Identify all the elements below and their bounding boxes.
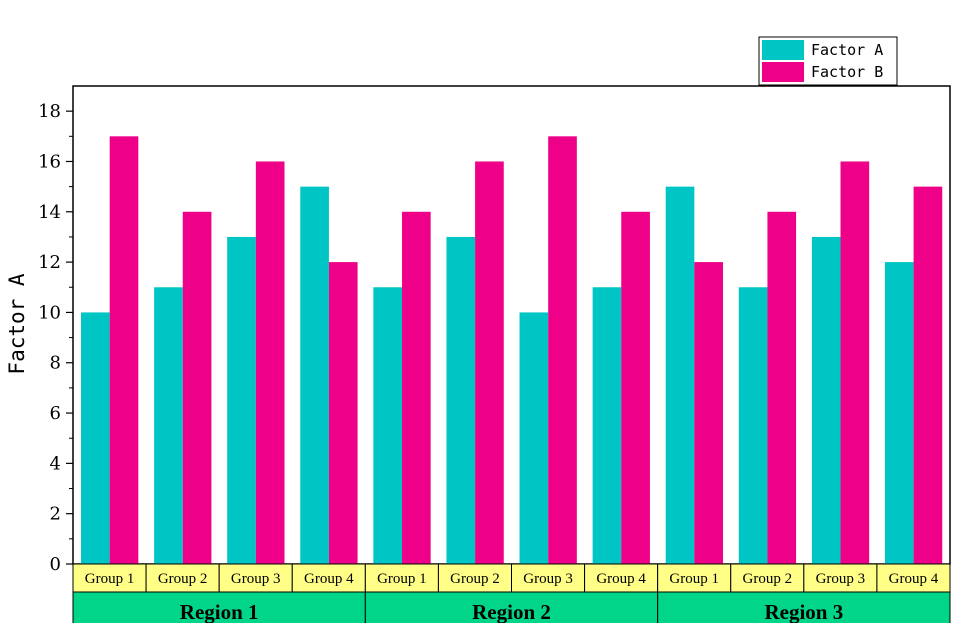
legend-entry: Factor A <box>811 41 883 59</box>
bar-factor-a-3 <box>227 236 256 564</box>
bar-factor-b-10 <box>767 211 797 564</box>
region-label: Region 3 <box>764 600 843 623</box>
category-axis: Group 1 Group 2 Group 3 Group 4 Region 1 Grou… <box>72 563 951 623</box>
y-tick-label: 2 <box>50 504 61 525</box>
y-tick-label: 14 <box>38 202 61 223</box>
group-label: Group 2 <box>158 571 208 587</box>
group-cell <box>657 563 732 593</box>
bar-factor-b-8 <box>621 211 650 564</box>
group-cell <box>511 563 586 593</box>
y-tick-label: 4 <box>50 453 61 474</box>
bar-factor-a-10 <box>738 287 768 564</box>
bar-factor-a-5 <box>373 287 403 564</box>
bar-factor-a-11 <box>811 236 841 564</box>
group-cell <box>730 563 805 593</box>
bars <box>81 136 943 564</box>
legend-swatch <box>762 40 804 60</box>
region-label: Region 1 <box>180 600 259 623</box>
y-tick-label: 12 <box>38 252 61 273</box>
bar-factor-b-3 <box>255 161 285 564</box>
group-label: Group 1 <box>669 571 719 587</box>
region-cell <box>72 591 366 623</box>
group-label: Group 4 <box>889 571 939 587</box>
bar-factor-b-1 <box>109 136 139 564</box>
group-label: Group 2 <box>743 571 793 587</box>
group-cell <box>803 563 878 593</box>
group-label: Group 3 <box>231 571 281 587</box>
bar-factor-b-5 <box>402 211 431 564</box>
bar-factor-a-6 <box>446 236 476 564</box>
y-axis: 0 2 4 6 8 10 12 14 16 18 <box>38 101 73 575</box>
legend-swatch <box>762 62 804 82</box>
group-label: Group 3 <box>523 571 573 587</box>
bar-factor-a-7 <box>519 312 549 564</box>
bar-factor-a-8 <box>592 287 622 564</box>
y-tick-label: 8 <box>50 353 61 374</box>
group-label: Group 4 <box>304 571 354 587</box>
legend-entry: Factor B <box>811 63 883 81</box>
bar-factor-a-4 <box>300 186 329 564</box>
bar-factor-a-1 <box>81 312 110 564</box>
bar-factor-b-12 <box>913 186 943 564</box>
bar-factor-b-2 <box>182 211 212 564</box>
region-label: Region 2 <box>472 600 551 623</box>
y-tick-label: 10 <box>38 302 61 323</box>
group-label: Group 1 <box>85 571 135 587</box>
bar-factor-b-9 <box>694 262 724 564</box>
bar-factor-b-4 <box>328 262 358 564</box>
group-label: Group 3 <box>816 571 866 587</box>
legend: Factor A Factor B <box>758 36 898 86</box>
bar-factor-a-12 <box>884 262 914 564</box>
bar-factor-b-7 <box>548 136 577 564</box>
y-tick-label: 16 <box>38 151 61 172</box>
y-tick-label: 6 <box>50 403 61 424</box>
bar-factor-b-11 <box>840 161 870 564</box>
y-axis-label: Factor A <box>5 273 29 375</box>
group-label: Group 2 <box>450 571 500 587</box>
bar-factor-b-6 <box>475 161 504 564</box>
bar-factor-a-2 <box>154 287 183 564</box>
group-label: Group 1 <box>377 571 427 587</box>
region-cell <box>364 591 659 623</box>
group-cell <box>291 563 366 593</box>
y-tick-label: 18 <box>38 101 61 122</box>
bar-factor-a-9 <box>665 186 695 564</box>
region-cell <box>657 591 951 623</box>
group-cell <box>876 563 951 593</box>
group-label: Group 4 <box>596 571 646 587</box>
y-tick-label: 0 <box>50 554 61 575</box>
